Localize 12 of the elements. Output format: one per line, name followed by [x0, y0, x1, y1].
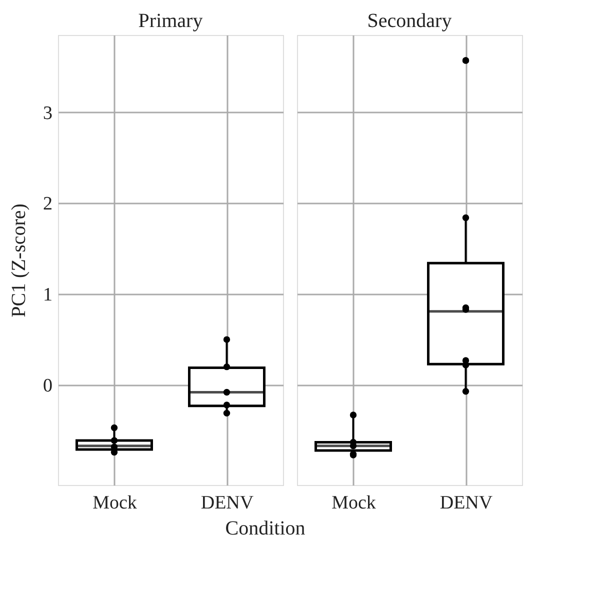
x-tick-label: Mock [332, 492, 376, 514]
y-tick-label: 2 [43, 194, 52, 215]
x-tick-label: DENV [440, 492, 493, 514]
x-tick-label: DENV [200, 492, 254, 514]
x-axis-title: Condition [225, 518, 306, 540]
chart-title: Primary [138, 10, 203, 32]
y-axis-title: PC1 (Z-score) [8, 204, 30, 318]
y-tick-label: 0 [43, 376, 52, 396]
x-tick-label: Mock [92, 492, 138, 514]
chart-title: Secondary [367, 10, 452, 32]
y-tick-label: 3 [43, 102, 52, 124]
y-tick-label: 1 [43, 284, 52, 306]
